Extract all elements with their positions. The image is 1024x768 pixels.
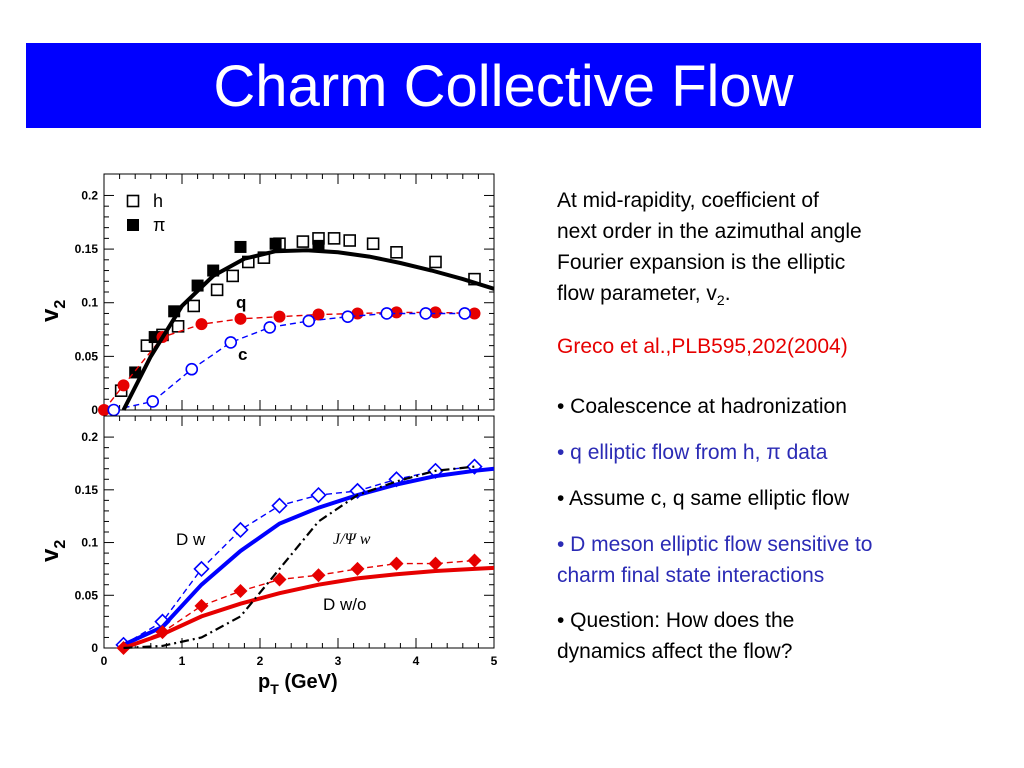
series-line xyxy=(103,311,475,411)
data-point xyxy=(226,269,239,283)
data-point xyxy=(269,237,282,250)
data-point xyxy=(146,395,160,408)
data-point xyxy=(296,235,310,248)
data-point xyxy=(468,307,481,320)
data-point xyxy=(272,572,287,587)
reference-citation: Greco et al.,PLB595,202(2004) xyxy=(557,335,848,358)
data-point xyxy=(366,237,380,251)
data-point xyxy=(310,486,327,504)
series-line xyxy=(123,465,475,646)
data-point xyxy=(273,310,286,323)
data-point xyxy=(194,598,209,613)
data-point xyxy=(419,307,433,320)
data-point xyxy=(234,240,247,253)
annotation-label: q xyxy=(236,293,246,312)
series-line xyxy=(123,465,475,650)
y-tick-label: 0.1 xyxy=(81,536,98,550)
y-tick-label: 0.15 xyxy=(75,483,99,497)
data-point xyxy=(187,299,200,313)
legend-marker xyxy=(127,219,139,231)
data-point xyxy=(232,521,249,539)
x-tick-label: 5 xyxy=(491,654,498,668)
data-point xyxy=(107,403,121,417)
data-point xyxy=(98,404,110,416)
x-tick-label: 2 xyxy=(257,654,264,668)
series-line xyxy=(113,312,465,411)
data-point xyxy=(210,283,224,297)
series-line xyxy=(121,248,495,411)
y-tick-label: 0.2 xyxy=(81,430,98,444)
data-point xyxy=(233,584,248,599)
title-bar: Charm Collective Flow xyxy=(26,43,981,128)
data-point xyxy=(429,306,442,319)
data-point xyxy=(185,362,199,376)
annotation-label: J/Ψ w xyxy=(333,531,371,548)
y-tick-label: 0.15 xyxy=(75,242,99,256)
data-point xyxy=(302,314,316,328)
data-point xyxy=(389,556,404,571)
annotation-label: c xyxy=(238,345,247,364)
data-point xyxy=(458,307,472,320)
plot-frame xyxy=(103,415,495,649)
x-tick-label: 1 xyxy=(179,654,186,668)
data-point xyxy=(390,246,403,259)
data-point xyxy=(380,307,394,320)
data-point xyxy=(193,560,210,578)
description-line: Fourier expansion is the elliptic xyxy=(557,251,846,274)
bullet-item: • D meson elliptic flow sensitive to cha… xyxy=(557,533,873,587)
y-axis-label: v2 xyxy=(37,540,69,562)
data-point xyxy=(327,232,341,245)
legend-label: π xyxy=(153,215,165,235)
x-tick-label: 4 xyxy=(413,654,420,668)
y-tick-label: 0 xyxy=(91,641,98,655)
y-axis-label: v2 xyxy=(37,300,69,322)
slide-title: Charm Collective Flow xyxy=(213,54,794,119)
series-line xyxy=(123,559,475,649)
data-point xyxy=(117,379,130,392)
bullet-item: • Coalescence at hadronization xyxy=(557,395,847,418)
data-point xyxy=(428,556,443,571)
data-point xyxy=(263,321,277,334)
data-point xyxy=(311,568,326,583)
legend-label: h xyxy=(153,191,163,211)
legend-marker xyxy=(126,194,140,208)
series-line xyxy=(122,466,495,647)
bullet-item: • q elliptic flow from h, π data xyxy=(557,441,828,464)
data-point xyxy=(341,310,355,323)
x-tick-label: 0 xyxy=(101,654,108,668)
data-point xyxy=(343,234,357,247)
y-tick-label: 0 xyxy=(91,403,98,417)
v2-figure: 0 0.05 0.1 0.15 0.2 v2 hπ 0 0.05 0.1 0.15 0.2 0 1 2 3 4 5… xyxy=(37,173,498,697)
x-tick-label: 3 xyxy=(335,654,342,668)
bullet-item: • Question: How does the dynamics affect… xyxy=(557,609,795,663)
y-tick-label: 0.05 xyxy=(75,588,99,602)
data-point xyxy=(312,308,325,321)
annotation-label: D w/o xyxy=(323,595,366,614)
description-text: At mid-rapidity, coefficient of next ord… xyxy=(557,185,977,316)
y-tick-label: 0.1 xyxy=(81,296,98,310)
series-line xyxy=(122,565,495,650)
data-point xyxy=(171,320,185,333)
description-line: flow parameter, v2. xyxy=(557,282,731,309)
data-point xyxy=(271,497,288,514)
bullet-item: • Assume c, q same elliptic flow xyxy=(557,487,850,510)
y-tick-label: 0.05 xyxy=(75,349,99,363)
data-point xyxy=(390,306,403,319)
data-point xyxy=(429,255,442,269)
data-point xyxy=(234,312,247,325)
description-line: At mid-rapidity, coefficient of xyxy=(557,189,819,212)
data-point xyxy=(467,553,482,568)
data-point xyxy=(195,318,208,331)
description-line: next order in the azimuthal angle xyxy=(557,220,862,243)
annotation-label: D w xyxy=(176,530,206,549)
x-axis-label: pT (GeV) xyxy=(258,671,338,697)
data-point xyxy=(350,561,365,576)
y-tick-label: 0.2 xyxy=(81,188,98,202)
data-point xyxy=(224,336,238,349)
data-point xyxy=(140,339,154,352)
